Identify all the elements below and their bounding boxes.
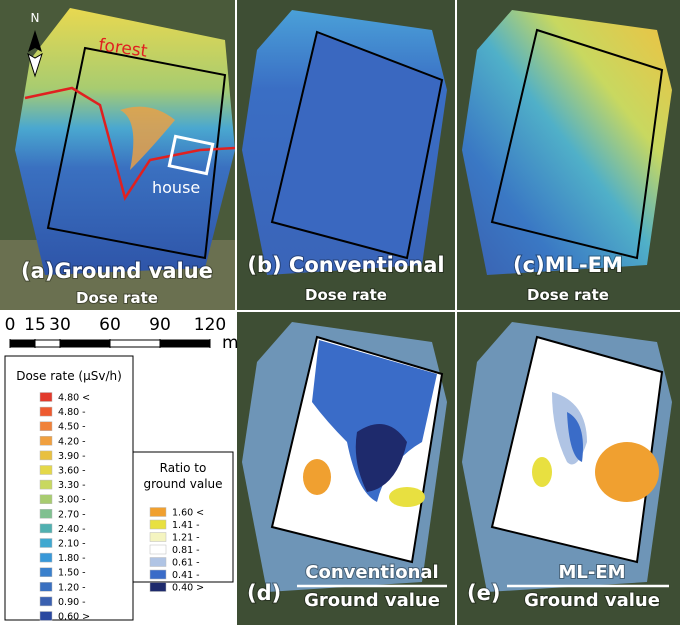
panel-e: (e) ML-EM Ground value — [457, 312, 680, 625]
scale-segment — [60, 340, 110, 347]
legend-swatch — [40, 612, 52, 621]
legend-swatch — [40, 422, 52, 431]
ratio-region — [389, 487, 425, 507]
legend-label: 0.60 > — [58, 612, 90, 623]
legend-label: 1.20 - — [58, 582, 86, 593]
legend-label: 4.80 - — [58, 407, 86, 418]
ratio-region — [303, 459, 331, 495]
legend-label: 2.40 - — [58, 524, 86, 535]
legend-swatch — [150, 583, 166, 592]
legend-label: 1.41 - — [172, 520, 200, 531]
panel-label: (b) Conventional — [247, 253, 444, 277]
panel-sublabel: Dose rate — [76, 289, 158, 307]
legend-label: 4.80 < — [58, 393, 90, 404]
panel-sublabel: Dose rate — [527, 286, 609, 304]
panel-a: forest house N (a)Ground value Dose rate — [0, 0, 235, 310]
legend-label: 0.61 - — [172, 558, 200, 569]
house-label: house — [152, 178, 200, 197]
legend-label: 2.10 - — [58, 539, 86, 550]
legend-label: 4.20 - — [58, 436, 86, 447]
ratio-region — [532, 457, 552, 487]
legend-swatch — [40, 597, 52, 606]
legend-title: Ratio to — [160, 461, 207, 475]
panel-c: (c)ML-EM Dose rate — [457, 0, 680, 310]
panel-b: (b) Conventional Dose rate — [237, 0, 455, 310]
north-label: N — [31, 11, 40, 25]
legend-swatch — [150, 545, 166, 554]
figure: forest house N (a)Ground value Dose rate… — [0, 0, 680, 625]
legend-swatch — [40, 539, 52, 548]
legend-swatch — [40, 553, 52, 562]
legend-swatch — [40, 436, 52, 445]
scale-tick-label: 0 — [5, 315, 16, 335]
legend-label: 2.70 - — [58, 509, 86, 520]
panel-sublabel: Dose rate — [305, 286, 387, 304]
legend-label: 0.81 - — [172, 545, 200, 556]
legend-label: 0.41 - — [172, 570, 200, 581]
legend-swatch — [150, 520, 166, 529]
legend-label: 0.90 - — [58, 597, 86, 608]
panel-label: (e) — [467, 581, 500, 605]
legend-swatch — [40, 509, 52, 518]
legend-swatch — [150, 533, 166, 542]
legend-title: Dose rate (μSv/h) — [16, 369, 122, 383]
panel-label: (c)ML-EM — [513, 253, 623, 277]
scale-tick-label: 120 — [194, 315, 226, 335]
panel-d: (d) Conventional Ground value — [237, 312, 455, 625]
ratio-denominator: Ground value — [524, 590, 660, 611]
legend-swatch — [40, 568, 52, 577]
legend-label: 0.40 > — [172, 583, 204, 594]
legend-label: 3.90 - — [58, 451, 86, 462]
legend-swatch — [40, 582, 52, 591]
legend-title: ground value — [143, 477, 222, 491]
legend-swatch — [150, 570, 166, 579]
legend-label: 4.50 - — [58, 422, 86, 433]
scale-tick-label: 30 — [49, 315, 71, 335]
scale-tick-label: 60 — [99, 315, 121, 335]
scale-segment — [10, 340, 35, 347]
legend-swatch — [40, 451, 52, 460]
legend-swatch — [40, 480, 52, 489]
scale-segment — [110, 340, 160, 347]
legend-label: 3.30 - — [58, 480, 86, 491]
legend-swatch — [40, 466, 52, 475]
scale-tick-label: 90 — [149, 315, 171, 335]
scale-tick-label: 15 — [24, 315, 46, 335]
ratio-legend: Ratio to ground value 1.60 <1.41 - 1.21 -… — [133, 452, 233, 594]
legend-label: 1.21 - — [172, 533, 200, 544]
scale-segment — [35, 340, 60, 347]
ratio-denominator: Ground value — [304, 590, 440, 611]
legend-swatch — [40, 393, 52, 402]
legend-swatch — [40, 407, 52, 416]
legend-label: 3.60 - — [58, 466, 86, 477]
dose-legend: Dose rate (μSv/h) 4.80 < 4.80 - 4.50 - 4.20… — [5, 356, 133, 623]
legend-swatch — [150, 508, 166, 517]
scale-segment — [160, 340, 210, 347]
panel-label: (a)Ground value — [21, 259, 213, 283]
legend-label: 1.50 - — [58, 568, 86, 579]
ratio-numerator: ML-EM — [558, 562, 625, 583]
ratio-region — [595, 442, 659, 502]
legend-swatch — [40, 495, 52, 504]
scale-unit: m — [222, 333, 239, 353]
legend-label: 1.60 < — [172, 508, 204, 519]
legend-swatch — [150, 558, 166, 567]
legend-label: 3.00 - — [58, 495, 86, 506]
panel-label: (d) — [247, 581, 281, 605]
legend-label: 1.80 - — [58, 553, 86, 564]
ratio-numerator: Conventional — [305, 562, 438, 583]
legend-swatch — [40, 524, 52, 533]
